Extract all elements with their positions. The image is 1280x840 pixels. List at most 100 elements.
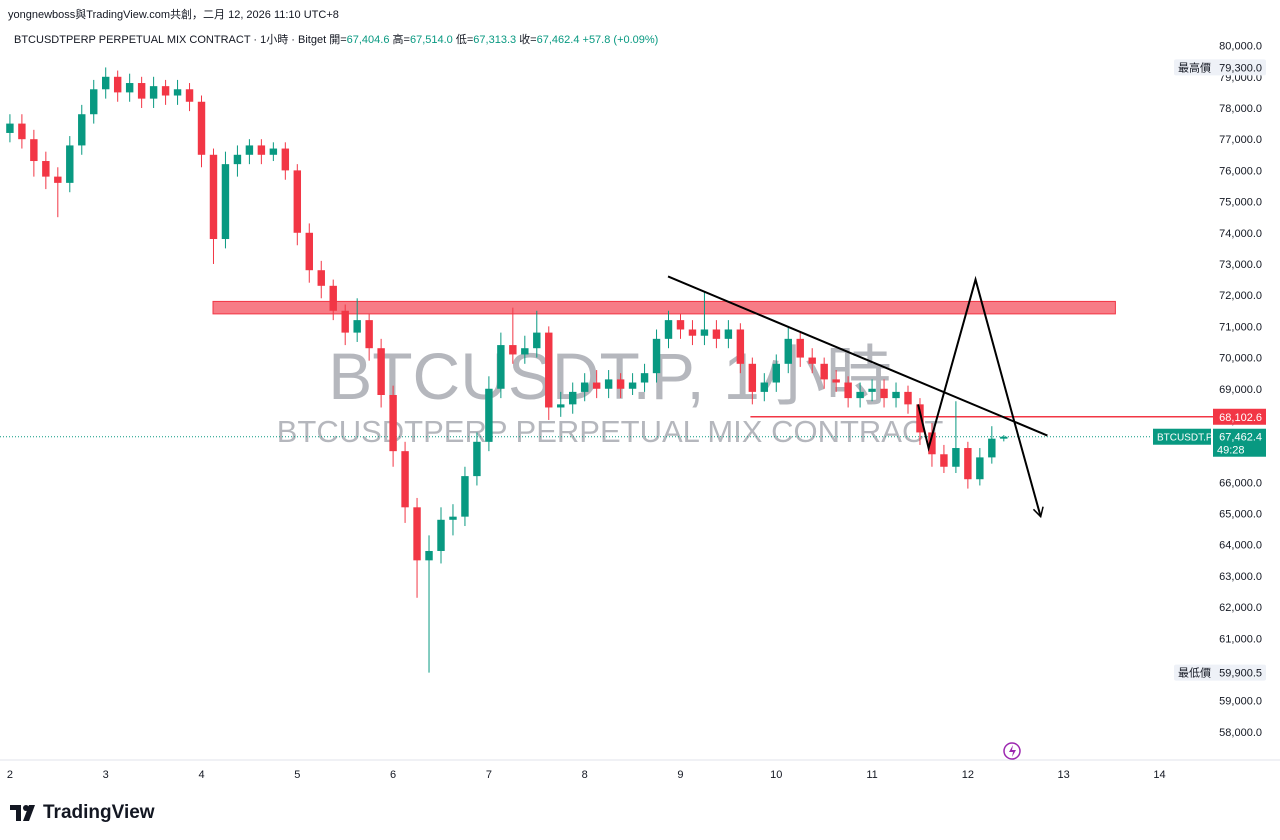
- price-label-box: [1213, 428, 1266, 457]
- y-tick-label: 75,000.0: [1219, 197, 1262, 209]
- price-label-value: 79,300.0: [1219, 62, 1262, 74]
- candle-body: [437, 519, 445, 551]
- label: 收=: [519, 34, 537, 46]
- y-tick-label: 66,000.0: [1219, 477, 1262, 489]
- candle-body: [54, 176, 62, 183]
- change: +57.8 (+0.09%): [582, 34, 659, 46]
- alert-icon[interactable]: [1003, 742, 1021, 760]
- candle-body: [269, 148, 278, 155]
- brand: TradingView: [43, 802, 155, 823]
- y-tick-label: 61,000.0: [1219, 633, 1262, 645]
- candle-body: [42, 161, 50, 177]
- candle-body: [125, 83, 134, 93]
- candle-body: [281, 148, 290, 171]
- label: 低=: [455, 34, 474, 46]
- price-label-box: [1174, 59, 1266, 76]
- candle-body: [221, 164, 230, 240]
- alert-icon: [1009, 745, 1016, 757]
- countdown: 49:28: [1217, 445, 1245, 457]
- value: 67,462.4: [536, 34, 580, 46]
- label: 高=: [392, 34, 410, 46]
- price-label-value: 67,462.4: [1219, 432, 1262, 444]
- candle-body: [173, 89, 182, 96]
- candle-body: [820, 363, 828, 380]
- legend-line: BTCUSDTPERP PERPETUAL MIX CONTRACT · 1小時…: [14, 31, 658, 47]
- candle-body: [772, 363, 780, 383]
- candle-body: [988, 438, 996, 458]
- trend-drawing: [667, 275, 1048, 437]
- candle-body: [569, 391, 577, 405]
- trend-drawing: [917, 275, 1044, 519]
- y-tick-label: 73,000.0: [1219, 259, 1262, 271]
- candle-body: [688, 329, 697, 336]
- candle-body: [197, 101, 206, 155]
- candle-body: [137, 83, 146, 99]
- y-tick-label: 74,000.0: [1219, 228, 1262, 240]
- watermark: BTCUSDTPERP PERPETUAL MIX CONTRACT: [277, 414, 944, 449]
- symbol-label-box: [1153, 428, 1211, 445]
- y-tick-label: 71,000.0: [1219, 321, 1262, 333]
- candle-body: [245, 145, 254, 155]
- y-tick-label: 64,000.0: [1219, 540, 1262, 552]
- candle-body: [425, 550, 433, 561]
- y-tick-label: 69,000.0: [1219, 384, 1262, 396]
- watermark: BTCUSDT.P, 1小時: [328, 339, 892, 413]
- y-tick-label: 78,000.0: [1219, 103, 1262, 115]
- candle-body: [976, 457, 984, 480]
- candle-body: [616, 379, 625, 389]
- y-tick-label: 80,000.0: [1219, 41, 1262, 53]
- candle-body: [401, 451, 409, 508]
- candle-body: [101, 76, 110, 90]
- symbol-label: BTCUSDT.P: [1157, 433, 1213, 444]
- candle-body: [30, 139, 38, 162]
- candle-body: [293, 170, 302, 233]
- candle-body: [78, 114, 86, 146]
- x-tick-label: 6: [390, 769, 396, 781]
- candle-body: [533, 332, 541, 349]
- x-tick-label: 3: [103, 769, 109, 781]
- y-tick-label: 63,000.0: [1219, 571, 1262, 583]
- candle-body: [149, 86, 158, 99]
- candle-body: [580, 382, 589, 392]
- candle-body: [6, 123, 14, 133]
- candle-body: [892, 391, 900, 399]
- candle-body: [545, 332, 553, 408]
- chart: BTCUSDT.P, 1小時 BTCUSDTPERP PERPETUAL MIX…: [0, 41, 1280, 781]
- y-tick-label: 72,000.0: [1219, 290, 1262, 302]
- x-tick-label: 9: [677, 769, 683, 781]
- y-tick-label: 77,000.0: [1219, 134, 1262, 146]
- y-tick-label: 62,000.0: [1219, 602, 1262, 614]
- candle-body: [640, 373, 649, 383]
- label: 開=: [329, 34, 347, 46]
- candle-body: [868, 388, 876, 392]
- candle-body: [377, 348, 385, 395]
- price-label-box: [1174, 664, 1266, 681]
- y-tick-label: 58,000.0: [1219, 727, 1262, 739]
- candle-body: [748, 363, 757, 392]
- candle-body: [209, 154, 218, 240]
- candle-body: [365, 320, 373, 349]
- candle-body: [341, 310, 349, 333]
- candle-body: [557, 404, 565, 408]
- candle-body: [940, 454, 948, 467]
- y-tick-label: 59,000.0: [1219, 696, 1262, 708]
- x-tick-label: 5: [294, 769, 300, 781]
- candle-body: [604, 379, 613, 389]
- x-tick-label: 7: [486, 769, 492, 781]
- price-label-box: [1213, 408, 1266, 425]
- candle-body: [18, 123, 26, 140]
- value: 67,404.6: [346, 34, 390, 46]
- candle-body: [161, 86, 170, 96]
- candle-body: [724, 329, 733, 339]
- price-label-name: 最高價: [1178, 60, 1211, 74]
- candle-body: [66, 145, 74, 183]
- candle-body: [880, 388, 888, 399]
- candle-body: [461, 476, 469, 517]
- candle-body: [233, 154, 242, 165]
- candle-body: [497, 345, 505, 389]
- candle-body: [257, 145, 266, 155]
- x-tick-label: 2: [7, 769, 13, 781]
- candle-body: [952, 448, 960, 467]
- value: 67,514.0: [409, 34, 453, 46]
- candle-body: [856, 391, 864, 399]
